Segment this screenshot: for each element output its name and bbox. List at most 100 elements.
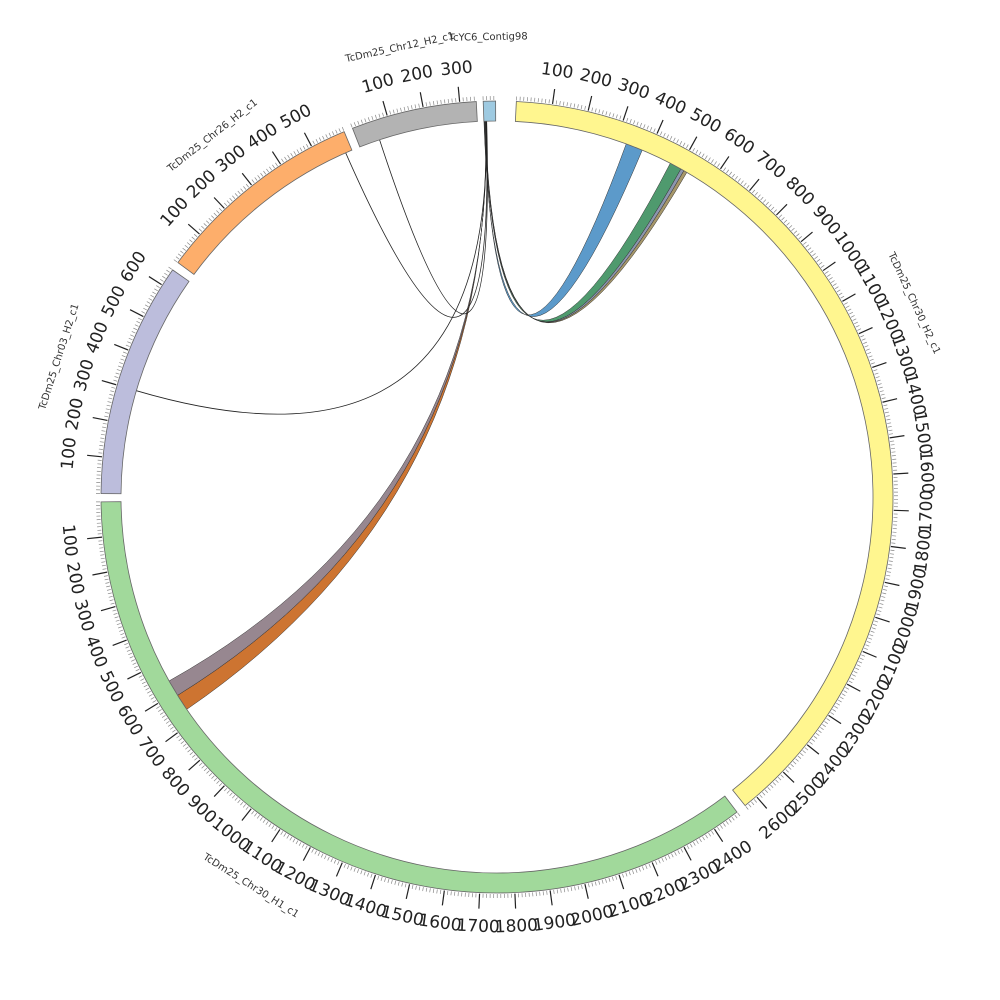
major-tick	[872, 361, 887, 368]
minor-tick	[851, 674, 856, 677]
minor-tick	[661, 858, 664, 862]
minor-tick	[117, 626, 122, 629]
minor-tick	[425, 887, 428, 892]
minor-tick	[175, 256, 180, 260]
major-tick	[618, 874, 625, 890]
minor-tick	[883, 585, 888, 588]
minor-tick	[164, 272, 168, 276]
minor-tick	[752, 189, 756, 194]
minor-tick	[343, 863, 346, 868]
minor-tick	[765, 201, 769, 206]
labels-layer: 100 200 300 4005006007008009001000110012001…	[37, 31, 942, 938]
tick-label: 200	[62, 561, 88, 597]
link-line	[136, 121, 487, 415]
minor-tick	[845, 305, 850, 308]
minor-tick	[865, 644, 870, 647]
minor-tick	[110, 390, 115, 393]
minor-tick	[403, 106, 406, 111]
minor-tick	[608, 877, 611, 882]
minor-tick	[101, 430, 106, 432]
minor-tick	[809, 250, 814, 254]
minor-tick	[275, 162, 278, 167]
minor-tick	[271, 825, 275, 829]
minor-tick	[312, 140, 315, 145]
minor-tick	[751, 801, 755, 806]
major-tick	[335, 862, 343, 877]
minor-tick	[245, 806, 249, 810]
minor-tick	[787, 766, 792, 770]
minor-tick	[868, 355, 873, 358]
minor-tick	[318, 137, 322, 142]
tick-label: 1700	[456, 916, 500, 938]
minor-tick	[234, 797, 238, 801]
minor-tick	[107, 592, 112, 595]
minor-tick	[439, 889, 442, 895]
minor-tick	[150, 294, 155, 298]
major-tick	[800, 231, 813, 243]
major-tick	[148, 276, 162, 286]
minor-tick	[338, 128, 341, 133]
minor-tick	[347, 865, 350, 870]
minor-tick	[360, 119, 363, 124]
minor-tick	[680, 848, 684, 853]
minor-tick	[570, 886, 573, 892]
minor-tick	[208, 772, 213, 777]
major-tick	[651, 862, 659, 877]
minor-tick	[216, 210, 220, 214]
minor-tick	[415, 885, 417, 890]
minor-tick	[141, 681, 146, 685]
minor-tick	[104, 415, 109, 418]
minor-tick	[292, 838, 296, 843]
minor-tick	[642, 866, 645, 871]
minor-tick	[869, 358, 874, 361]
minor-tick	[760, 196, 764, 201]
minor-tick	[105, 408, 110, 411]
minor-tick	[356, 869, 360, 874]
minor-tick	[886, 571, 891, 573]
minor-tick	[798, 236, 802, 240]
minor-tick	[695, 149, 699, 154]
minor-tick	[883, 589, 888, 591]
minor-tick	[229, 792, 233, 797]
minor-tick	[189, 751, 194, 756]
minor-tick	[815, 732, 820, 736]
major-tick	[187, 223, 200, 235]
major-tick	[129, 309, 144, 318]
minor-tick	[265, 821, 269, 825]
minor-tick	[243, 186, 247, 190]
minor-tick	[357, 120, 360, 125]
minor-tick	[611, 876, 614, 881]
minor-tick	[111, 386, 116, 389]
minor-tick	[796, 233, 800, 237]
minor-tick	[667, 854, 671, 859]
minor-tick	[143, 684, 148, 688]
major-tick	[749, 178, 760, 192]
minor-tick	[324, 855, 327, 860]
minor-tick	[711, 830, 714, 835]
minor-tick	[874, 372, 879, 375]
minor-tick	[401, 882, 403, 887]
minor-tick	[295, 840, 299, 845]
minor-tick	[731, 816, 735, 821]
minor-tick	[229, 197, 233, 202]
minor-tick	[591, 107, 594, 112]
major-tick	[478, 893, 481, 909]
tick-label: 100	[157, 193, 193, 231]
minor-tick	[629, 119, 632, 124]
minor-tick	[888, 433, 894, 435]
minor-tick	[226, 200, 230, 204]
minor-tick	[732, 173, 735, 178]
minor-tick	[203, 223, 207, 227]
minor-tick	[865, 348, 870, 351]
minor-tick	[682, 142, 686, 147]
major-tick	[622, 106, 629, 121]
minor-tick	[882, 592, 887, 595]
minor-tick	[147, 690, 151, 694]
minor-tick	[864, 345, 869, 348]
minor-tick	[746, 185, 750, 189]
ticks-layer	[87, 86, 909, 909]
minor-tick	[263, 170, 267, 175]
minor-tick	[566, 102, 568, 107]
minor-tick	[126, 649, 131, 652]
major-tick	[862, 650, 877, 658]
